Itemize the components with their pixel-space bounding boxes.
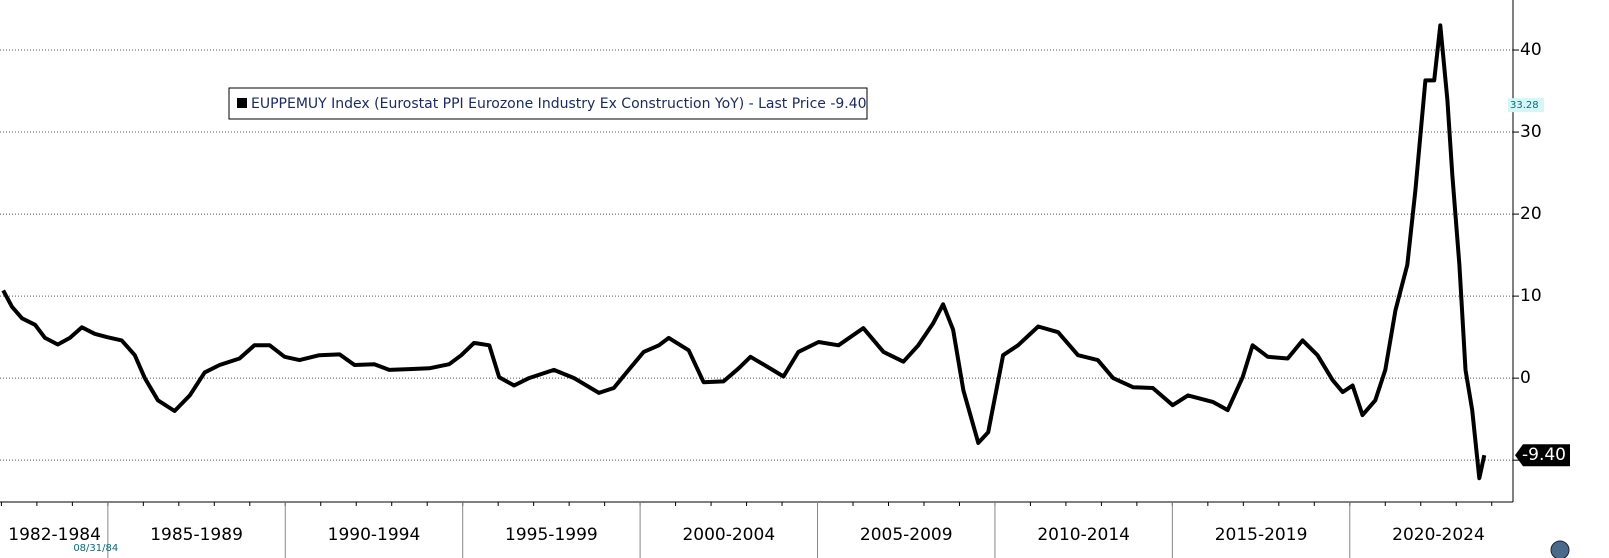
y-tick-label: 30: [1520, 122, 1542, 142]
x-band-label: 2000-2004: [682, 525, 775, 545]
legend-box: [228, 87, 868, 120]
y-marker-bg: [1508, 98, 1544, 113]
y-tick-label: 40: [1520, 40, 1542, 60]
y-tick-label: 10: [1520, 286, 1542, 306]
x-band-label: 1982-1984: [8, 525, 101, 545]
x-band-label: 1995-1999: [505, 525, 598, 545]
legend-label: EUPPEMUY Index (Eurostat PPI Eurozone In…: [251, 96, 867, 112]
x-band-label: 2010-2014: [1037, 525, 1130, 545]
last-price-label: -9.40: [1522, 445, 1566, 465]
x-band-label: 2005-2009: [860, 525, 953, 545]
x-band-label: 2015-2019: [1215, 525, 1308, 545]
y-tick-label: 0: [1520, 368, 1531, 388]
line-series: [1, 23, 1487, 481]
legend-swatch: [237, 98, 247, 108]
last-price-box: [1515, 444, 1570, 467]
y-marker-label: 33.28: [1510, 100, 1539, 111]
y-tick-label: 20: [1520, 204, 1542, 224]
x-band-label: 2020-2024: [1392, 525, 1485, 545]
x-band-label: 1990-1994: [328, 525, 421, 545]
x-cursor-label: 08/31/84: [73, 543, 118, 554]
x-band-label: 1985-1989: [150, 525, 243, 545]
corner-icon: [1550, 540, 1570, 558]
